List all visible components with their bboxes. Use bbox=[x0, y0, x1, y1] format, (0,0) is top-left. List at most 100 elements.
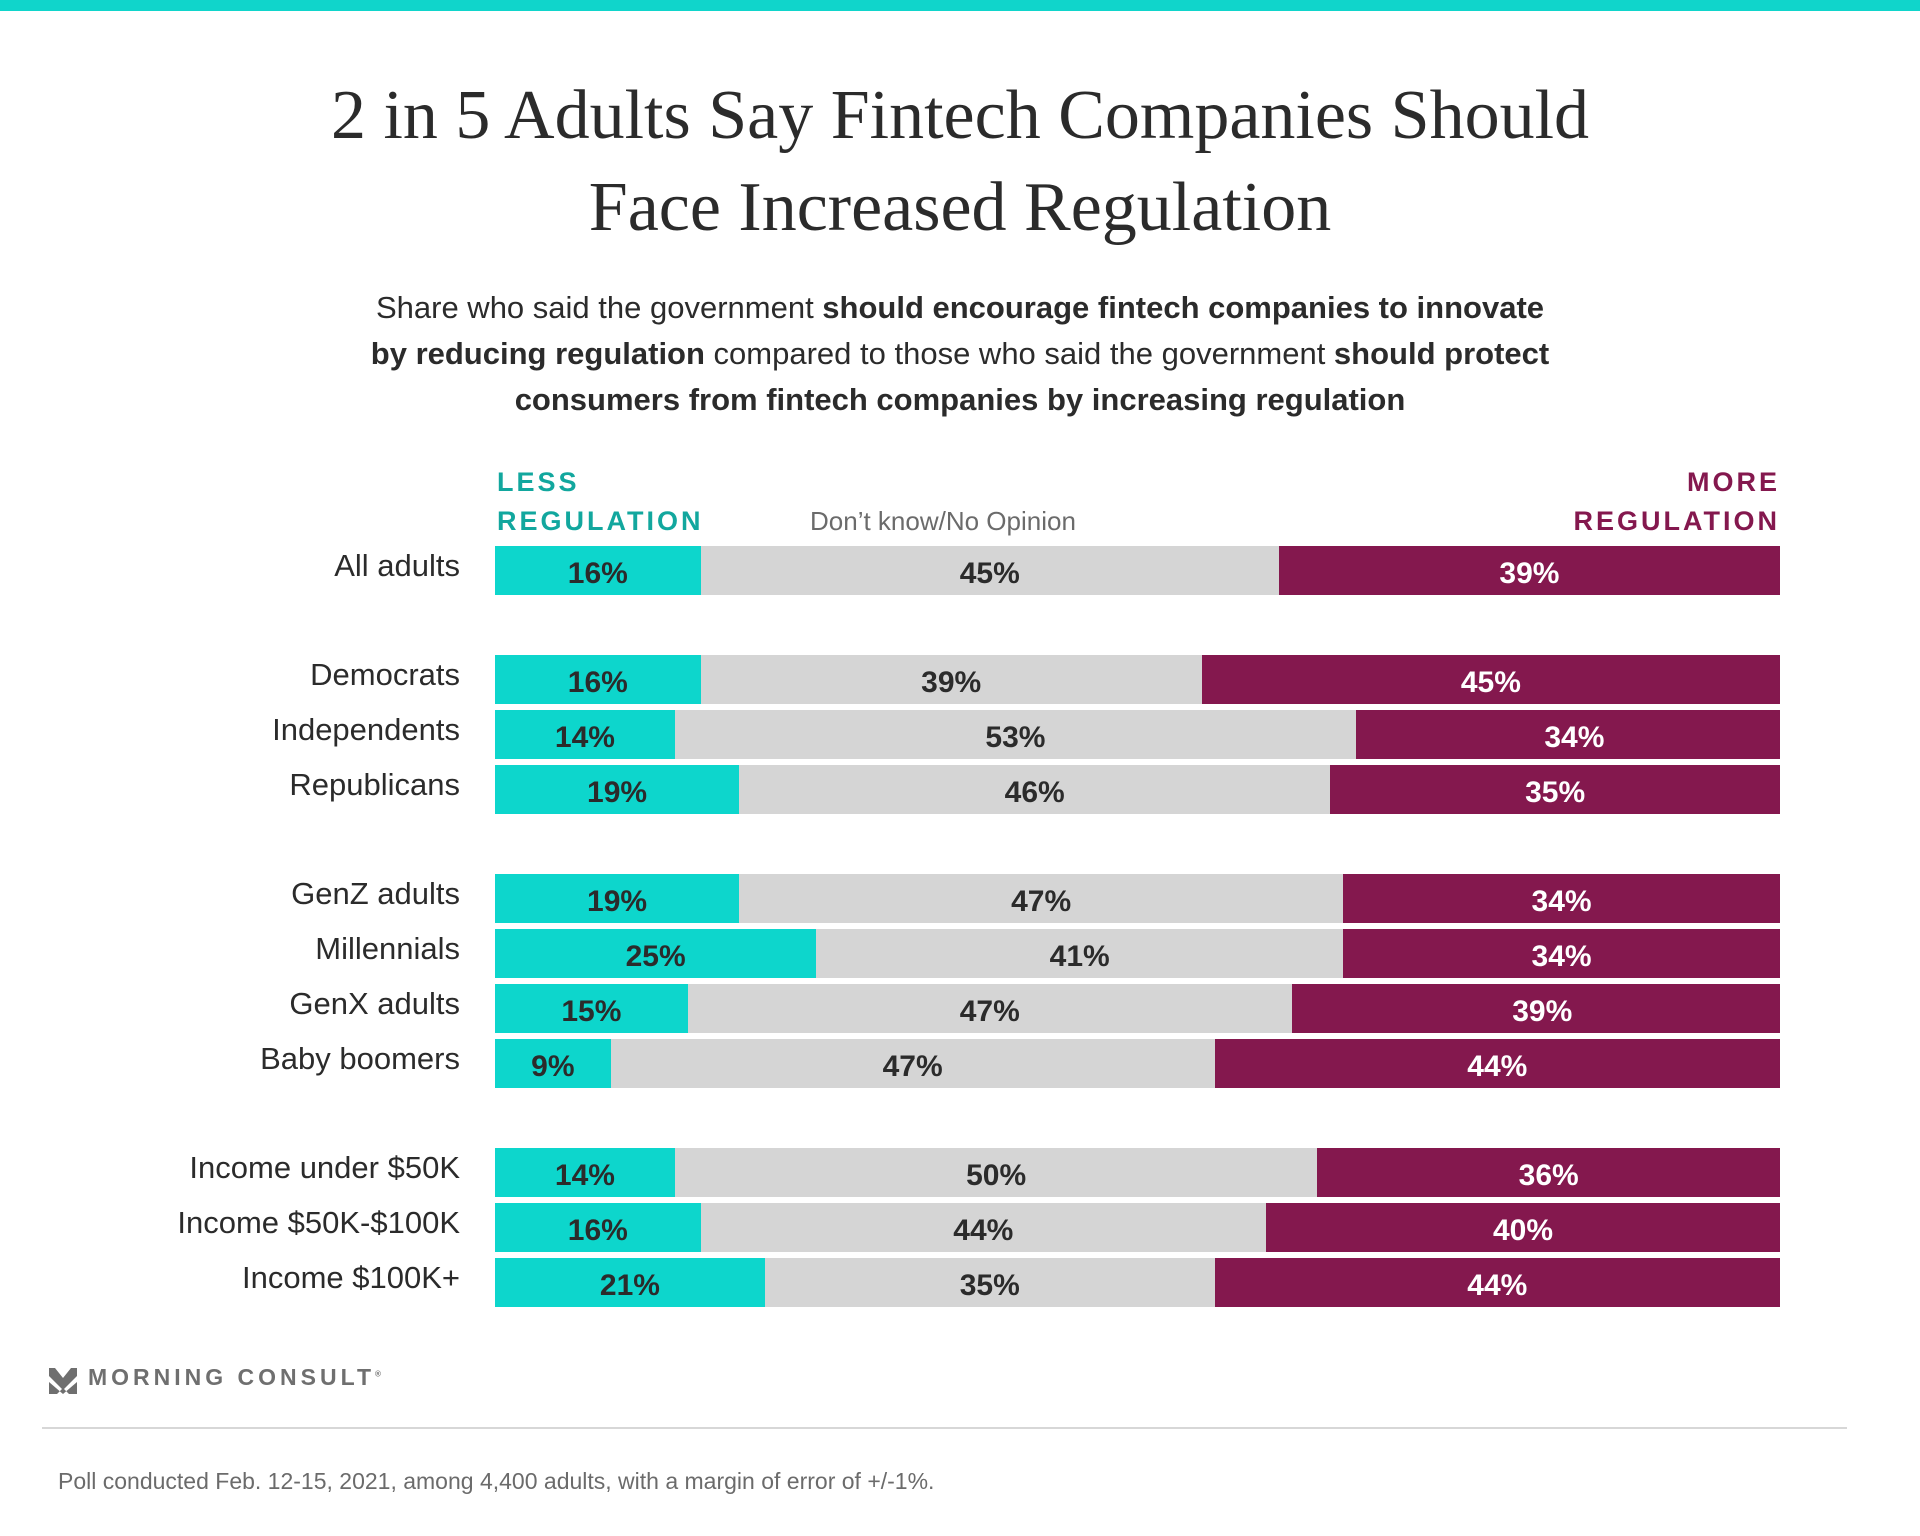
data-label-more-regulation: 39% bbox=[1512, 995, 1573, 1028]
data-label-less-regulation: 21% bbox=[599, 1269, 660, 1302]
data-label-less-regulation: 14% bbox=[554, 721, 615, 754]
data-label-dont-know: 47% bbox=[882, 1050, 943, 1083]
category-label: Republicans bbox=[289, 767, 460, 802]
legend-more-line-2: REGULATION bbox=[1573, 506, 1780, 536]
brand-registered-mark: ® bbox=[375, 1369, 381, 1379]
bar-segment-less-regulation bbox=[495, 984, 688, 1033]
data-label-dont-know: 39% bbox=[921, 666, 982, 699]
data-label-less-regulation: 9% bbox=[531, 1050, 575, 1083]
bar-row: 19% 47% 34% bbox=[495, 874, 1780, 923]
bar-segment-dont-know bbox=[674, 1148, 1318, 1197]
data-label-more-regulation: 44% bbox=[1467, 1269, 1528, 1302]
subtitle-bold-text: by reducing regulation bbox=[370, 336, 705, 371]
morning-consult-logo-icon bbox=[49, 1368, 77, 1394]
data-label-more-regulation: 34% bbox=[1531, 940, 1592, 973]
data-label-more-regulation: 35% bbox=[1525, 776, 1586, 809]
data-label-less-regulation: 15% bbox=[561, 995, 622, 1028]
data-label-dont-know: 35% bbox=[959, 1269, 1020, 1302]
bar-segment-more-regulation bbox=[1343, 874, 1780, 923]
bar-segment-less-regulation bbox=[495, 1203, 701, 1252]
data-label-less-regulation: 19% bbox=[587, 885, 648, 918]
footer-divider bbox=[42, 1427, 1847, 1429]
data-label-dont-know: 53% bbox=[985, 721, 1046, 754]
category-label: Income $100K+ bbox=[241, 1260, 460, 1295]
bar-segment-dont-know bbox=[610, 1039, 1215, 1088]
data-label-dont-know: 47% bbox=[1011, 885, 1072, 918]
chart-title: 2 in 5 Adults Say Fintech Companies Shou… bbox=[0, 70, 1920, 254]
data-label-less-regulation: 16% bbox=[567, 557, 628, 590]
category-label: Income $50K-$100K bbox=[177, 1205, 460, 1240]
bar-segment-less-regulation bbox=[495, 546, 701, 595]
bar-segment-more-regulation bbox=[1214, 1258, 1780, 1307]
subtitle-bold-text: should encourage fintech companies to in… bbox=[822, 290, 1545, 325]
subtitle-line-3: consumers from fintech companies by incr… bbox=[230, 377, 1690, 423]
data-label-less-regulation: 16% bbox=[567, 666, 628, 699]
brand-text: MORNING CONSULT bbox=[88, 1364, 376, 1390]
subtitle-bold-text: consumers from fintech companies by incr… bbox=[514, 382, 1406, 417]
bar-segment-less-regulation bbox=[495, 1039, 611, 1088]
data-label-less-regulation: 16% bbox=[567, 1214, 628, 1247]
legend-less-line-1: LESS bbox=[497, 467, 580, 497]
bar-row: 16% 44% 40% bbox=[495, 1203, 1780, 1252]
chart-title-line-2: Face Increased Regulation bbox=[588, 169, 1332, 246]
data-label-dont-know: 41% bbox=[1049, 940, 1110, 973]
bar-segment-dont-know bbox=[739, 765, 1331, 814]
legend-more-line-1: MORE bbox=[1687, 467, 1780, 497]
data-label-more-regulation: 44% bbox=[1467, 1050, 1528, 1083]
bar-row: 14% 50% 36% bbox=[495, 1148, 1780, 1197]
subtitle-text: compared to those who said the governmen… bbox=[704, 336, 1334, 371]
legend-less-line-2: REGULATION bbox=[497, 506, 704, 536]
category-label: Independents bbox=[272, 712, 460, 747]
legend-less-regulation: LESS REGULATION bbox=[497, 463, 704, 541]
data-label-more-regulation: 34% bbox=[1544, 721, 1605, 754]
subtitle-text: Share who said the government bbox=[375, 290, 823, 325]
category-label: Democrats bbox=[310, 657, 460, 692]
bar-row: 14% 53% 34% bbox=[495, 710, 1780, 759]
bar-segment-more-regulation bbox=[1355, 710, 1780, 759]
category-label: Baby boomers bbox=[260, 1041, 460, 1076]
bar-segment-dont-know bbox=[700, 655, 1202, 704]
chart-subtitle: Share who said the government should enc… bbox=[230, 285, 1690, 423]
bar-row: 25% 41% 34% bbox=[495, 929, 1780, 978]
bar-row: 15% 47% 39% bbox=[495, 984, 1780, 1033]
bar-segment-more-regulation bbox=[1343, 929, 1780, 978]
bar-segment-less-regulation bbox=[495, 655, 701, 704]
bar-segment-more-regulation bbox=[1278, 546, 1780, 595]
bar-segment-more-regulation bbox=[1317, 1148, 1780, 1197]
bar-segment-more-regulation bbox=[1266, 1203, 1780, 1252]
bar-segment-dont-know bbox=[739, 874, 1344, 923]
chart-title-line-1: 2 in 5 Adults Say Fintech Companies Shou… bbox=[330, 77, 1590, 154]
category-label: Income under $50K bbox=[189, 1150, 460, 1185]
bar-segment-more-regulation bbox=[1330, 765, 1780, 814]
bar-segment-less-regulation bbox=[495, 929, 817, 978]
bar-segment-dont-know bbox=[674, 710, 1356, 759]
bar-row: 21% 35% 44% bbox=[495, 1258, 1780, 1307]
data-label-less-regulation: 19% bbox=[587, 776, 648, 809]
bar-row: 16% 45% 39% bbox=[495, 546, 1780, 595]
top-accent-bar bbox=[0, 0, 1920, 11]
bar-segment-more-regulation bbox=[1214, 1039, 1780, 1088]
bar-row: 19% 46% 35% bbox=[495, 765, 1780, 814]
bar-segment-dont-know bbox=[700, 1203, 1266, 1252]
brand-name: MORNING CONSULT® bbox=[88, 1364, 381, 1391]
data-label-more-regulation: 36% bbox=[1518, 1159, 1579, 1192]
bar-segment-dont-know bbox=[764, 1258, 1215, 1307]
bar-segment-less-regulation bbox=[495, 874, 740, 923]
legend-dont-know: Don’t know/No Opinion bbox=[810, 506, 1076, 536]
data-label-more-regulation: 40% bbox=[1492, 1214, 1554, 1247]
footnote: Poll conducted Feb. 12-15, 2021, among 4… bbox=[58, 1468, 935, 1494]
bar-segment-dont-know bbox=[816, 929, 1344, 978]
category-label: GenX adults bbox=[289, 986, 460, 1021]
bar-segment-more-regulation bbox=[1201, 655, 1780, 704]
data-label-more-regulation: 45% bbox=[1460, 666, 1521, 699]
data-label-less-regulation: 25% bbox=[625, 940, 686, 973]
subtitle-bold-text: should protect bbox=[1333, 336, 1550, 371]
category-label: Millennials bbox=[315, 931, 460, 966]
bar-segment-less-regulation bbox=[495, 710, 675, 759]
data-label-dont-know: 50% bbox=[966, 1159, 1027, 1192]
data-label-dont-know: 44% bbox=[953, 1214, 1014, 1247]
bar-segment-more-regulation bbox=[1291, 984, 1780, 1033]
bar-segment-less-regulation bbox=[495, 765, 740, 814]
subtitle-line-1: Share who said the government should enc… bbox=[230, 285, 1690, 331]
bar-row: 9% 47% 44% bbox=[495, 1039, 1780, 1088]
